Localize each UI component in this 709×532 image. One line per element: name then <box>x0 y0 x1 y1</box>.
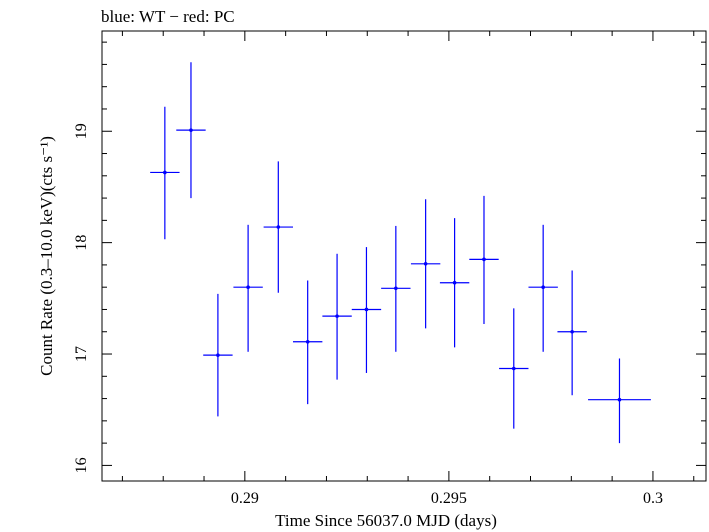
x-axis-label: Time Since 56037.0 MJD (days) <box>275 511 497 530</box>
data-point-group <box>292 280 323 405</box>
data-point <box>394 286 398 291</box>
data-point-group <box>322 253 352 380</box>
data-point-group <box>557 270 587 396</box>
data-point-group <box>410 199 441 329</box>
data-point <box>335 314 339 318</box>
data-point-group <box>263 161 293 293</box>
data-point <box>364 307 369 312</box>
data-point <box>541 285 545 289</box>
data-point <box>511 366 516 371</box>
data-point-group <box>233 224 263 352</box>
data-point <box>216 353 220 357</box>
axis-ticks <box>102 31 706 481</box>
plot-frame <box>101 30 707 482</box>
x-tick-label: 0.3 <box>643 490 663 507</box>
data-point <box>189 128 193 132</box>
data-point <box>423 261 428 266</box>
data-point <box>482 257 486 262</box>
x-tick-label: 0.29 <box>231 490 259 507</box>
y-tick-label: 16 <box>73 457 90 473</box>
data-point-group <box>469 195 499 324</box>
data-point <box>452 280 457 285</box>
chart-title: blue: WT − red: PC <box>101 7 235 26</box>
data-point-group <box>588 358 651 444</box>
data-point <box>305 339 310 344</box>
y-axis-label: Count Rate (0.3–10.0 keV)(cts s⁻¹) <box>37 136 56 376</box>
data-point <box>570 329 574 334</box>
data-point-group <box>351 247 382 373</box>
data-point <box>276 225 281 229</box>
data-point-group <box>528 224 558 352</box>
data-point <box>163 170 167 175</box>
data-series <box>150 62 651 444</box>
data-point-group <box>439 218 470 348</box>
tick-labels: 0.29 0.295 0.3 16 17 18 19 <box>73 123 663 507</box>
data-point-group <box>176 62 206 199</box>
y-tick-label: 19 <box>73 123 90 139</box>
y-tick-label: 18 <box>73 235 90 251</box>
data-point <box>617 397 622 402</box>
data-point-group <box>203 293 233 417</box>
data-point-group <box>499 308 529 429</box>
y-tick-label: 17 <box>73 346 90 362</box>
data-point-group <box>381 225 411 352</box>
x-tick-label: 0.295 <box>431 490 467 507</box>
data-point <box>246 285 250 289</box>
data-point-group <box>150 106 180 240</box>
